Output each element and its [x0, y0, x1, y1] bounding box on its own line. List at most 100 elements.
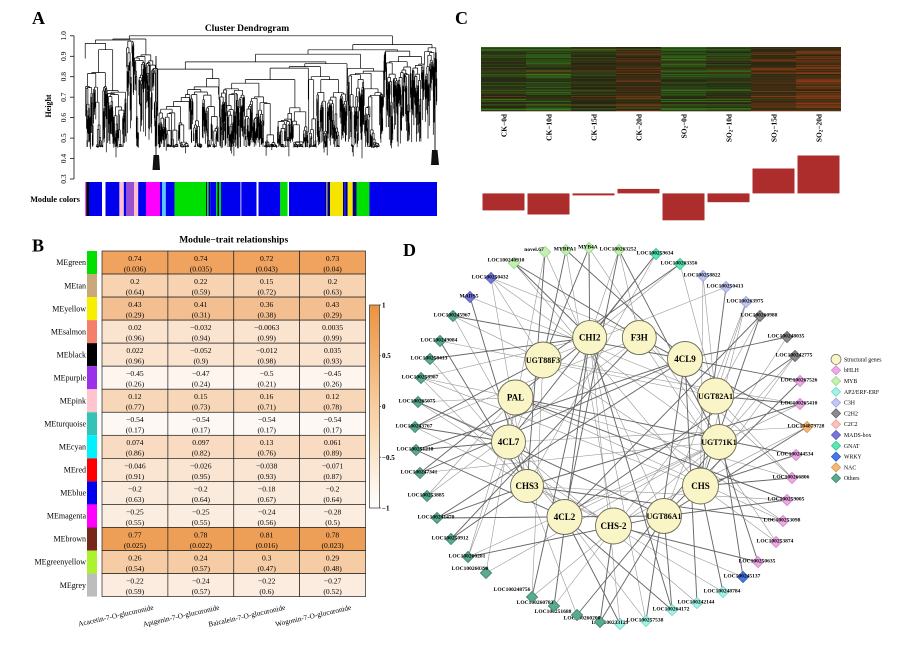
svg-text:CK−15d: CK−15d: [589, 113, 598, 141]
svg-text:CHS-2: CHS-2: [600, 521, 627, 531]
svg-text:LOC100241470: LOC100241470: [418, 515, 455, 521]
svg-text:MYB4A: MYB4A: [578, 245, 598, 251]
svg-text:(0.29): (0.29): [126, 310, 145, 319]
svg-text:(0.95): (0.95): [192, 472, 211, 481]
svg-text:LOC100247341: LOC100247341: [401, 470, 438, 476]
svg-text:0.0035: 0.0035: [322, 323, 343, 332]
svg-text:Others: Others: [844, 476, 860, 482]
svg-text:(0.036): (0.036): [124, 264, 147, 273]
svg-text:C: C: [455, 8, 468, 28]
svg-text:F3H: F3H: [631, 333, 648, 343]
svg-text:MADS5: MADS5: [460, 294, 479, 300]
svg-text:bHLH: bHLH: [844, 368, 860, 374]
svg-text:(0.82): (0.82): [192, 449, 211, 458]
svg-text:0.74: 0.74: [128, 254, 141, 263]
svg-text:MYBPA1: MYBPA1: [554, 247, 577, 253]
svg-text:−0.54: −0.54: [192, 415, 210, 424]
svg-text:(0.87): (0.87): [323, 472, 342, 481]
svg-text:0.7: 0.7: [59, 92, 68, 102]
svg-text:0.15: 0.15: [260, 277, 273, 286]
svg-text:0.3: 0.3: [59, 174, 68, 184]
svg-text:−0.046: −0.046: [124, 461, 146, 470]
svg-text:Module−trait relationships: Module−trait relationships: [179, 236, 288, 246]
svg-text:−0.052: −0.052: [190, 346, 212, 355]
svg-text:GNAT: GNAT: [844, 444, 860, 450]
svg-text:LOC100258987: LOC100258987: [402, 375, 439, 381]
svg-text:0.3: 0.3: [262, 553, 272, 562]
svg-text:(0.89): (0.89): [323, 449, 342, 458]
svg-text:(0.99): (0.99): [258, 334, 277, 343]
svg-text:(0.55): (0.55): [126, 518, 145, 527]
svg-text:UGT86A1: UGT86A1: [646, 512, 681, 521]
svg-text:(0.21): (0.21): [258, 380, 277, 389]
svg-text:LOC100253885: LOC100253885: [408, 493, 445, 499]
svg-text:Module colors: Module colors: [30, 195, 80, 204]
svg-text:LOC100260281: LOC100260281: [449, 554, 486, 560]
svg-text:0.15: 0.15: [194, 392, 207, 401]
svg-text:LOC100267526: LOC100267526: [781, 378, 818, 384]
svg-text:0.81: 0.81: [260, 530, 273, 539]
svg-text:MEgreenyellow: MEgreenyellow: [34, 558, 86, 567]
svg-text:(0.24): (0.24): [192, 380, 211, 389]
svg-text:−0.24: −0.24: [192, 576, 210, 585]
svg-text:−0.25: −0.25: [192, 507, 210, 516]
svg-text:(0.72): (0.72): [258, 287, 277, 296]
svg-text:(0.5): (0.5): [325, 518, 340, 527]
svg-text:novel.67: novel.67: [524, 247, 544, 253]
svg-text:SO2−0d: SO2−0d: [679, 113, 689, 138]
svg-text:(0.04): (0.04): [323, 264, 342, 273]
svg-text:(0.17): (0.17): [126, 426, 145, 435]
svg-text:UGT88F3: UGT88F3: [526, 356, 560, 365]
svg-text:(0.86): (0.86): [126, 449, 145, 458]
svg-text:0.9: 0.9: [59, 51, 68, 61]
svg-text:0.2: 0.2: [130, 277, 140, 286]
svg-text:0.16: 0.16: [260, 392, 273, 401]
svg-text:(0.016): (0.016): [256, 541, 279, 550]
svg-text:0.5: 0.5: [382, 352, 391, 360]
svg-text:(0.54): (0.54): [126, 564, 145, 573]
svg-text:LOC100265410: LOC100265410: [781, 401, 818, 407]
svg-text:MEturquoise: MEturquoise: [44, 420, 86, 429]
svg-text:SO2−10d: SO2−10d: [724, 113, 734, 142]
svg-text:LOC100245967: LOC100245967: [434, 313, 471, 319]
svg-text:MEmagenta: MEmagenta: [47, 512, 87, 521]
svg-text:Height: Height: [44, 94, 53, 117]
svg-text:(0.38): (0.38): [258, 310, 277, 319]
svg-text:LOC100250635: LOC100250635: [739, 559, 776, 565]
svg-text:−0.032: −0.032: [190, 323, 212, 332]
svg-text:D: D: [403, 240, 416, 260]
svg-text:LOC100258822: LOC100258822: [684, 273, 721, 279]
svg-text:(0.93): (0.93): [258, 472, 277, 481]
svg-text:MEyellow: MEyellow: [52, 304, 86, 313]
svg-text:UGT82A1: UGT82A1: [698, 392, 733, 401]
svg-text:(0.91): (0.91): [126, 472, 145, 481]
svg-text:LOC100264172: LOC100264172: [653, 607, 690, 613]
svg-text:(0.94): (0.94): [192, 334, 211, 343]
svg-text:(0.59): (0.59): [126, 587, 145, 596]
svg-text:LOC100260988: LOC100260988: [741, 313, 778, 319]
svg-text:(0.64): (0.64): [192, 495, 211, 504]
svg-text:(0.9): (0.9): [194, 357, 209, 366]
svg-text:(0.76): (0.76): [258, 449, 277, 458]
svg-text:CK−0d: CK−0d: [499, 113, 508, 137]
svg-text:NAC: NAC: [844, 465, 856, 471]
svg-text:PAL: PAL: [507, 393, 524, 403]
svg-text:MEpurple: MEpurple: [54, 373, 87, 382]
svg-text:(0.99): (0.99): [323, 334, 342, 343]
svg-text:4CL7: 4CL7: [498, 437, 520, 447]
svg-text:(0.52): (0.52): [323, 587, 342, 596]
svg-text:LOC100263356: LOC100263356: [661, 261, 698, 267]
svg-text:LOC100260390: LOC100260390: [452, 566, 489, 572]
svg-text:B: B: [32, 236, 44, 256]
svg-text:−0.2: −0.2: [326, 484, 340, 493]
svg-text:LOC100249084: LOC100249084: [421, 338, 458, 344]
svg-text:1.0: 1.0: [59, 31, 68, 41]
svg-text:(0.29): (0.29): [323, 310, 342, 319]
svg-text:−0.54: −0.54: [324, 415, 342, 424]
svg-text:LOC100263252: LOC100263252: [600, 247, 637, 253]
svg-text:MEbrown: MEbrown: [54, 535, 86, 544]
svg-text:LOC100250413: LOC100250413: [707, 284, 744, 290]
svg-text:LOC100259634: LOC100259634: [637, 251, 674, 257]
svg-text:0.12: 0.12: [128, 392, 141, 401]
svg-text:(0.64): (0.64): [323, 495, 342, 504]
